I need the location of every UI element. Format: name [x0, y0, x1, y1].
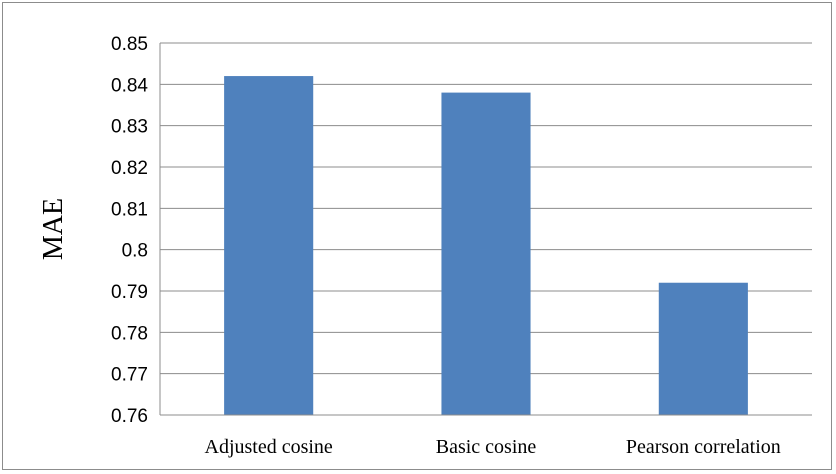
y-tick-label: 0.84	[111, 75, 148, 96]
y-tick-label: 0.8	[122, 241, 148, 262]
bar	[224, 76, 314, 416]
y-tick-label: 0.85	[111, 34, 148, 55]
y-tick-label: 0.78	[111, 323, 148, 344]
x-tick-label: Basic cosine	[436, 436, 537, 458]
y-tick-label: 0.82	[111, 158, 148, 179]
bar	[441, 92, 531, 415]
y-tick-labels: 0.76 0.77 0.78 0.79 0.8 0.81 0.82 0.83 0.84 0.85	[111, 34, 148, 427]
x-tick-labels: Adjusted cosine Basic cosine Pearson corre…	[205, 436, 781, 458]
bar	[658, 282, 748, 415]
y-axis-title: MAE	[38, 198, 69, 260]
y-tick-label: 0.83	[111, 117, 148, 138]
x-tick-label: Pearson correlation	[626, 436, 781, 458]
y-tick-label: 0.76	[111, 406, 148, 427]
bar-layer	[224, 76, 748, 416]
y-tick-label: 0.77	[111, 365, 148, 386]
y-tick-label: 0.81	[111, 199, 148, 220]
x-tick-label: Adjusted cosine	[205, 436, 333, 458]
y-tick-label: 0.79	[111, 282, 148, 303]
axis-layer	[159, 43, 812, 416]
